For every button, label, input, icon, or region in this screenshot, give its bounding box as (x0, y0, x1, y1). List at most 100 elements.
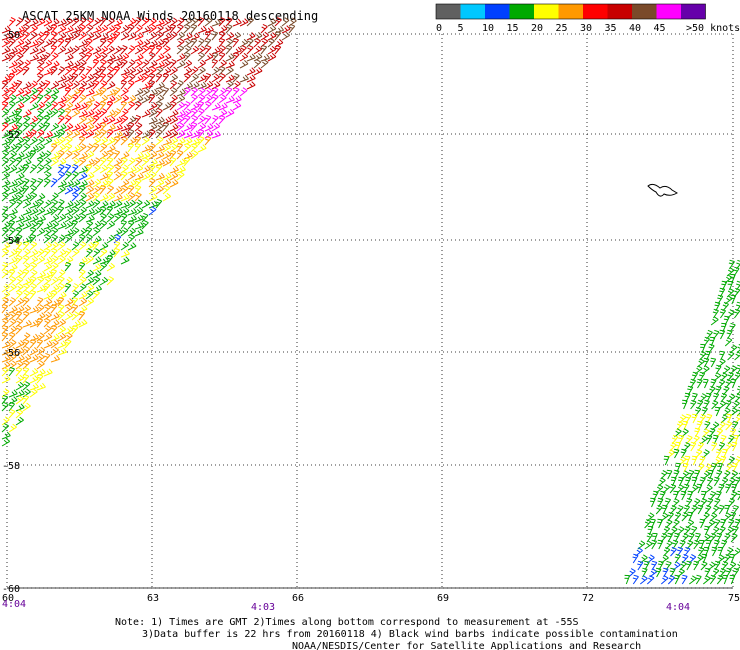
wind-barb (162, 32, 172, 41)
wind-barb (134, 199, 143, 209)
wind-barb (183, 73, 191, 83)
wind-barb (50, 192, 59, 202)
wind-barb (113, 164, 122, 174)
wind-barb (651, 560, 658, 571)
wind-barb (134, 122, 143, 132)
wind-barb (232, 37, 239, 48)
wind-barb (727, 351, 735, 361)
wind-barb (155, 179, 165, 188)
wind-barb (99, 220, 108, 230)
wind-barb (50, 94, 58, 104)
wind-barb (15, 142, 23, 153)
wind-barb (204, 135, 212, 146)
wind-barb (8, 396, 18, 405)
wind-barb (43, 241, 53, 251)
wind-barb (50, 355, 60, 363)
wind-barb (218, 25, 228, 34)
wind-barb (190, 32, 200, 41)
wind-barb (113, 30, 121, 41)
wind-barb (1, 423, 10, 433)
wind-barb (148, 163, 156, 174)
wind-barb (141, 25, 151, 34)
wind-barb (113, 65, 121, 76)
wind-barb (22, 283, 31, 293)
wind-barb (632, 553, 639, 564)
wind-barb (64, 107, 72, 118)
wind-barb (120, 219, 127, 230)
wind-barb (1, 116, 11, 125)
wind-barb (50, 199, 59, 209)
wind-barb (663, 455, 670, 466)
wind-barb (120, 185, 129, 195)
wind-barb (197, 115, 206, 125)
wind-barb (85, 143, 94, 153)
wind-barb (183, 59, 193, 69)
wind-barb (57, 114, 65, 125)
wind-barb (99, 108, 108, 118)
wind-barb (29, 262, 38, 272)
wind-barb (50, 18, 60, 27)
wind-barb (36, 115, 44, 125)
wind-barb (134, 129, 143, 139)
wind-barb (64, 143, 73, 153)
wind-barb (260, 53, 271, 62)
wind-barb (134, 59, 143, 69)
wind-barb (50, 299, 60, 307)
wind-barb (190, 150, 199, 160)
wind-barb (29, 241, 38, 251)
wind-barb (92, 136, 101, 146)
wind-barb (64, 66, 73, 76)
wind-barb (22, 24, 30, 34)
wind-barb (176, 80, 184, 90)
legend-tick-label: 15 (507, 23, 519, 34)
wind-barb (99, 205, 107, 216)
wind-barb (50, 303, 58, 314)
wind-barb (36, 80, 46, 90)
wind-barb (78, 123, 88, 132)
wind-barb (57, 37, 65, 48)
wind-barb (43, 311, 52, 321)
wind-barb (22, 381, 31, 391)
wind-barb (78, 261, 86, 272)
wind-barb (148, 143, 156, 153)
legend-frame (435, 3, 706, 20)
wind-barb (36, 373, 44, 384)
wind-barb (22, 338, 30, 349)
wind-barb (106, 128, 114, 139)
wind-barb (141, 165, 151, 174)
wind-barb (127, 115, 137, 125)
wind-barb (71, 324, 79, 335)
wind-barb (8, 408, 16, 419)
wind-barb (36, 122, 45, 132)
wind-barb (92, 227, 101, 237)
wind-barb (169, 115, 179, 125)
wind-barb (197, 16, 205, 27)
wind-barb (29, 87, 38, 97)
wind-barb (71, 311, 80, 321)
wind-barb (127, 192, 136, 202)
wind-barb (162, 151, 172, 160)
wind-barb (162, 72, 170, 83)
wind-barb (232, 51, 240, 62)
wind-barb (15, 221, 25, 230)
wind-barb (657, 518, 663, 529)
wind-barb (15, 254, 23, 265)
wind-barb (99, 116, 109, 125)
wind-barb (197, 94, 206, 104)
wind-barb (239, 18, 249, 27)
wind-barb (725, 483, 732, 494)
wind-barb (8, 339, 17, 349)
wind-barb (57, 347, 67, 356)
wind-barb (274, 26, 284, 34)
wind-barb (78, 172, 88, 181)
wind-barb (92, 73, 101, 83)
wind-barb (106, 123, 116, 132)
wind-barb (183, 66, 193, 76)
wind-barb (120, 179, 130, 188)
wind-barb (148, 200, 158, 209)
wind-barb (120, 73, 129, 83)
wind-barb (1, 205, 9, 216)
wind-barb (1, 388, 10, 398)
wind-barb (29, 24, 38, 34)
wind-barb (239, 38, 249, 48)
